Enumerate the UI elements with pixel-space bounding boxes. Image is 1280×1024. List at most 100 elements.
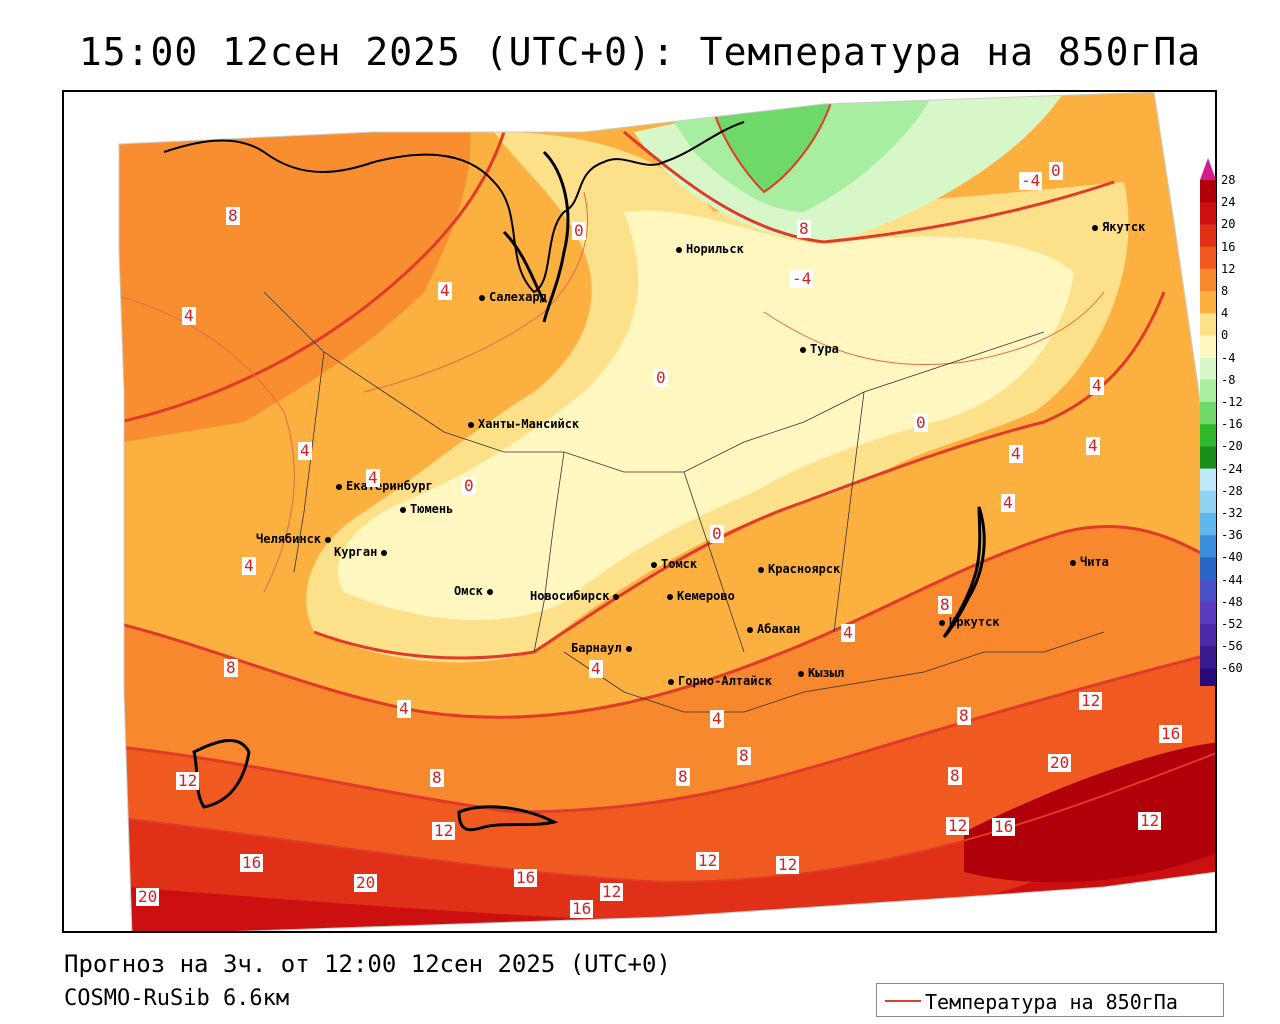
scale-swatch (1200, 468, 1216, 492)
scale-tick-label: 24 (1221, 195, 1236, 210)
contour-label: 8 (676, 767, 690, 786)
contour-label: -4 (790, 269, 814, 288)
contour-label: 4 (1090, 376, 1104, 395)
contour-label: 16 (570, 899, 594, 918)
scale-swatch (1200, 291, 1216, 314)
scale-tick-label: -40 (1221, 550, 1243, 565)
scale-swatch (1200, 579, 1216, 603)
scale-tick-label: -16 (1221, 417, 1243, 432)
city-novosibirsk: Новосибирск (530, 589, 620, 603)
city-marker (939, 619, 945, 626)
city-khanty-mansiysk: Ханты-Мансийск (468, 417, 579, 431)
scale-tick-label: -4 (1221, 350, 1236, 365)
city-barnaul: Барнаул (571, 641, 632, 655)
contour-label: 4 (438, 281, 452, 300)
contour-label: 4 (1009, 444, 1023, 463)
city-irkutsk: Иркутск (939, 615, 1000, 629)
temperature-map[interactable]: Норильск Якутск Салехард Тура Ханты-Манс… (62, 90, 1217, 933)
city-marker (676, 246, 682, 253)
legend-line-swatch (885, 1000, 921, 1002)
scale-tick-label: -32 (1221, 506, 1243, 520)
city-ekaterinburg: Екатеринбург (336, 479, 433, 493)
scale-tick-label: -28 (1221, 483, 1243, 498)
city-marker (1070, 559, 1076, 566)
scale-tick-label: 0 (1221, 328, 1229, 343)
contour-label: 4 (841, 623, 855, 642)
contour-label: 12 (432, 821, 456, 840)
scale-tick-label: 16 (1221, 239, 1236, 254)
scale-tick-label: 20 (1221, 217, 1236, 232)
city-marker (668, 678, 674, 685)
city-kurgan: Курган (334, 545, 388, 559)
contour-label: 20 (354, 873, 378, 892)
city-marker (400, 506, 406, 513)
contour-label: 8 (430, 768, 444, 787)
scale-swatch (1200, 535, 1216, 558)
city-tyumen: Тюмень (400, 502, 453, 516)
scale-swatch (1200, 246, 1216, 270)
city-omsk: Омск (454, 584, 493, 598)
city-gorno-altaysk: Горно-Алтайск (668, 674, 772, 688)
city-norilsk: Норильск (676, 242, 744, 256)
scale-swatch (1200, 668, 1216, 686)
city-kyzyl: Кызыл (798, 666, 844, 680)
contour-label: 12 (1079, 691, 1103, 710)
contour-label: 0 (914, 413, 928, 432)
scale-swatch (1200, 224, 1216, 248)
contour-label: 4 (1086, 436, 1100, 455)
page-title: 15:00 12сен 2025 (UTC+0): Температура на… (78, 30, 1202, 74)
scale-swatch (1200, 402, 1216, 425)
contour-label: 8 (737, 746, 751, 765)
contour-label: -4 (1019, 171, 1043, 190)
contour-label: 4 (710, 709, 724, 728)
contour-label: 0 (710, 524, 724, 543)
contour-label: 12 (176, 771, 200, 790)
city-marker (479, 294, 485, 301)
contour-label: 0 (462, 476, 476, 495)
scale-arrow-top (1200, 158, 1216, 180)
contour-label: 12 (946, 816, 970, 835)
scale-swatch (1200, 424, 1216, 447)
city-marker (747, 626, 753, 633)
city-marker (336, 483, 342, 490)
city-marker (486, 588, 493, 595)
scale-tick-label: -44 (1221, 572, 1243, 587)
legend-label: Температура на 850гПа (925, 990, 1178, 1014)
contour-label: 16 (992, 817, 1016, 836)
contour-label: 8 (957, 706, 971, 725)
scale-swatch (1200, 313, 1216, 336)
city-yakutsk: Якутск (1092, 220, 1145, 234)
map-legend: Температура на 850гПа (876, 983, 1224, 1017)
scale-tick-label: -48 (1221, 594, 1243, 609)
contour-label: 20 (136, 887, 160, 906)
contour-label: 4 (397, 699, 411, 718)
scale-tick-label: -56 (1221, 639, 1243, 654)
contour-label: 16 (1159, 724, 1183, 743)
scale-swatch (1200, 624, 1216, 647)
scale-tick-label: -8 (1221, 372, 1236, 387)
scale-tick-label: 28 (1221, 173, 1236, 187)
scale-tick-label: 12 (1221, 261, 1236, 276)
scale-tick-label: -36 (1221, 528, 1243, 543)
model-name: COSMO-RuSib 6.6км (64, 986, 290, 1011)
city-marker (613, 593, 620, 600)
city-tura: Тура (800, 342, 839, 356)
city-marker (325, 536, 332, 543)
contour-label: 4 (1001, 493, 1015, 512)
scale-tick-label: -24 (1221, 461, 1243, 476)
contour-label: 8 (797, 219, 811, 238)
scale-tick-label: -52 (1221, 617, 1243, 631)
scale-swatch (1200, 646, 1216, 669)
scale-tick-label: 4 (1221, 306, 1229, 321)
contour-label: 12 (776, 855, 800, 874)
forecast-info: Прогноз на 3ч. от 12:00 12сен 2025 (UTC+… (64, 950, 671, 978)
city-tomsk: Томск (651, 557, 697, 571)
contour-label: 12 (696, 851, 720, 870)
scale-swatch (1200, 335, 1216, 359)
contour-label: 8 (224, 658, 238, 677)
city-marker (625, 645, 632, 652)
contour-label: 16 (240, 853, 264, 872)
scale-swatch (1200, 357, 1216, 381)
contour-label: 4 (589, 659, 603, 678)
scale-swatch (1200, 601, 1216, 625)
